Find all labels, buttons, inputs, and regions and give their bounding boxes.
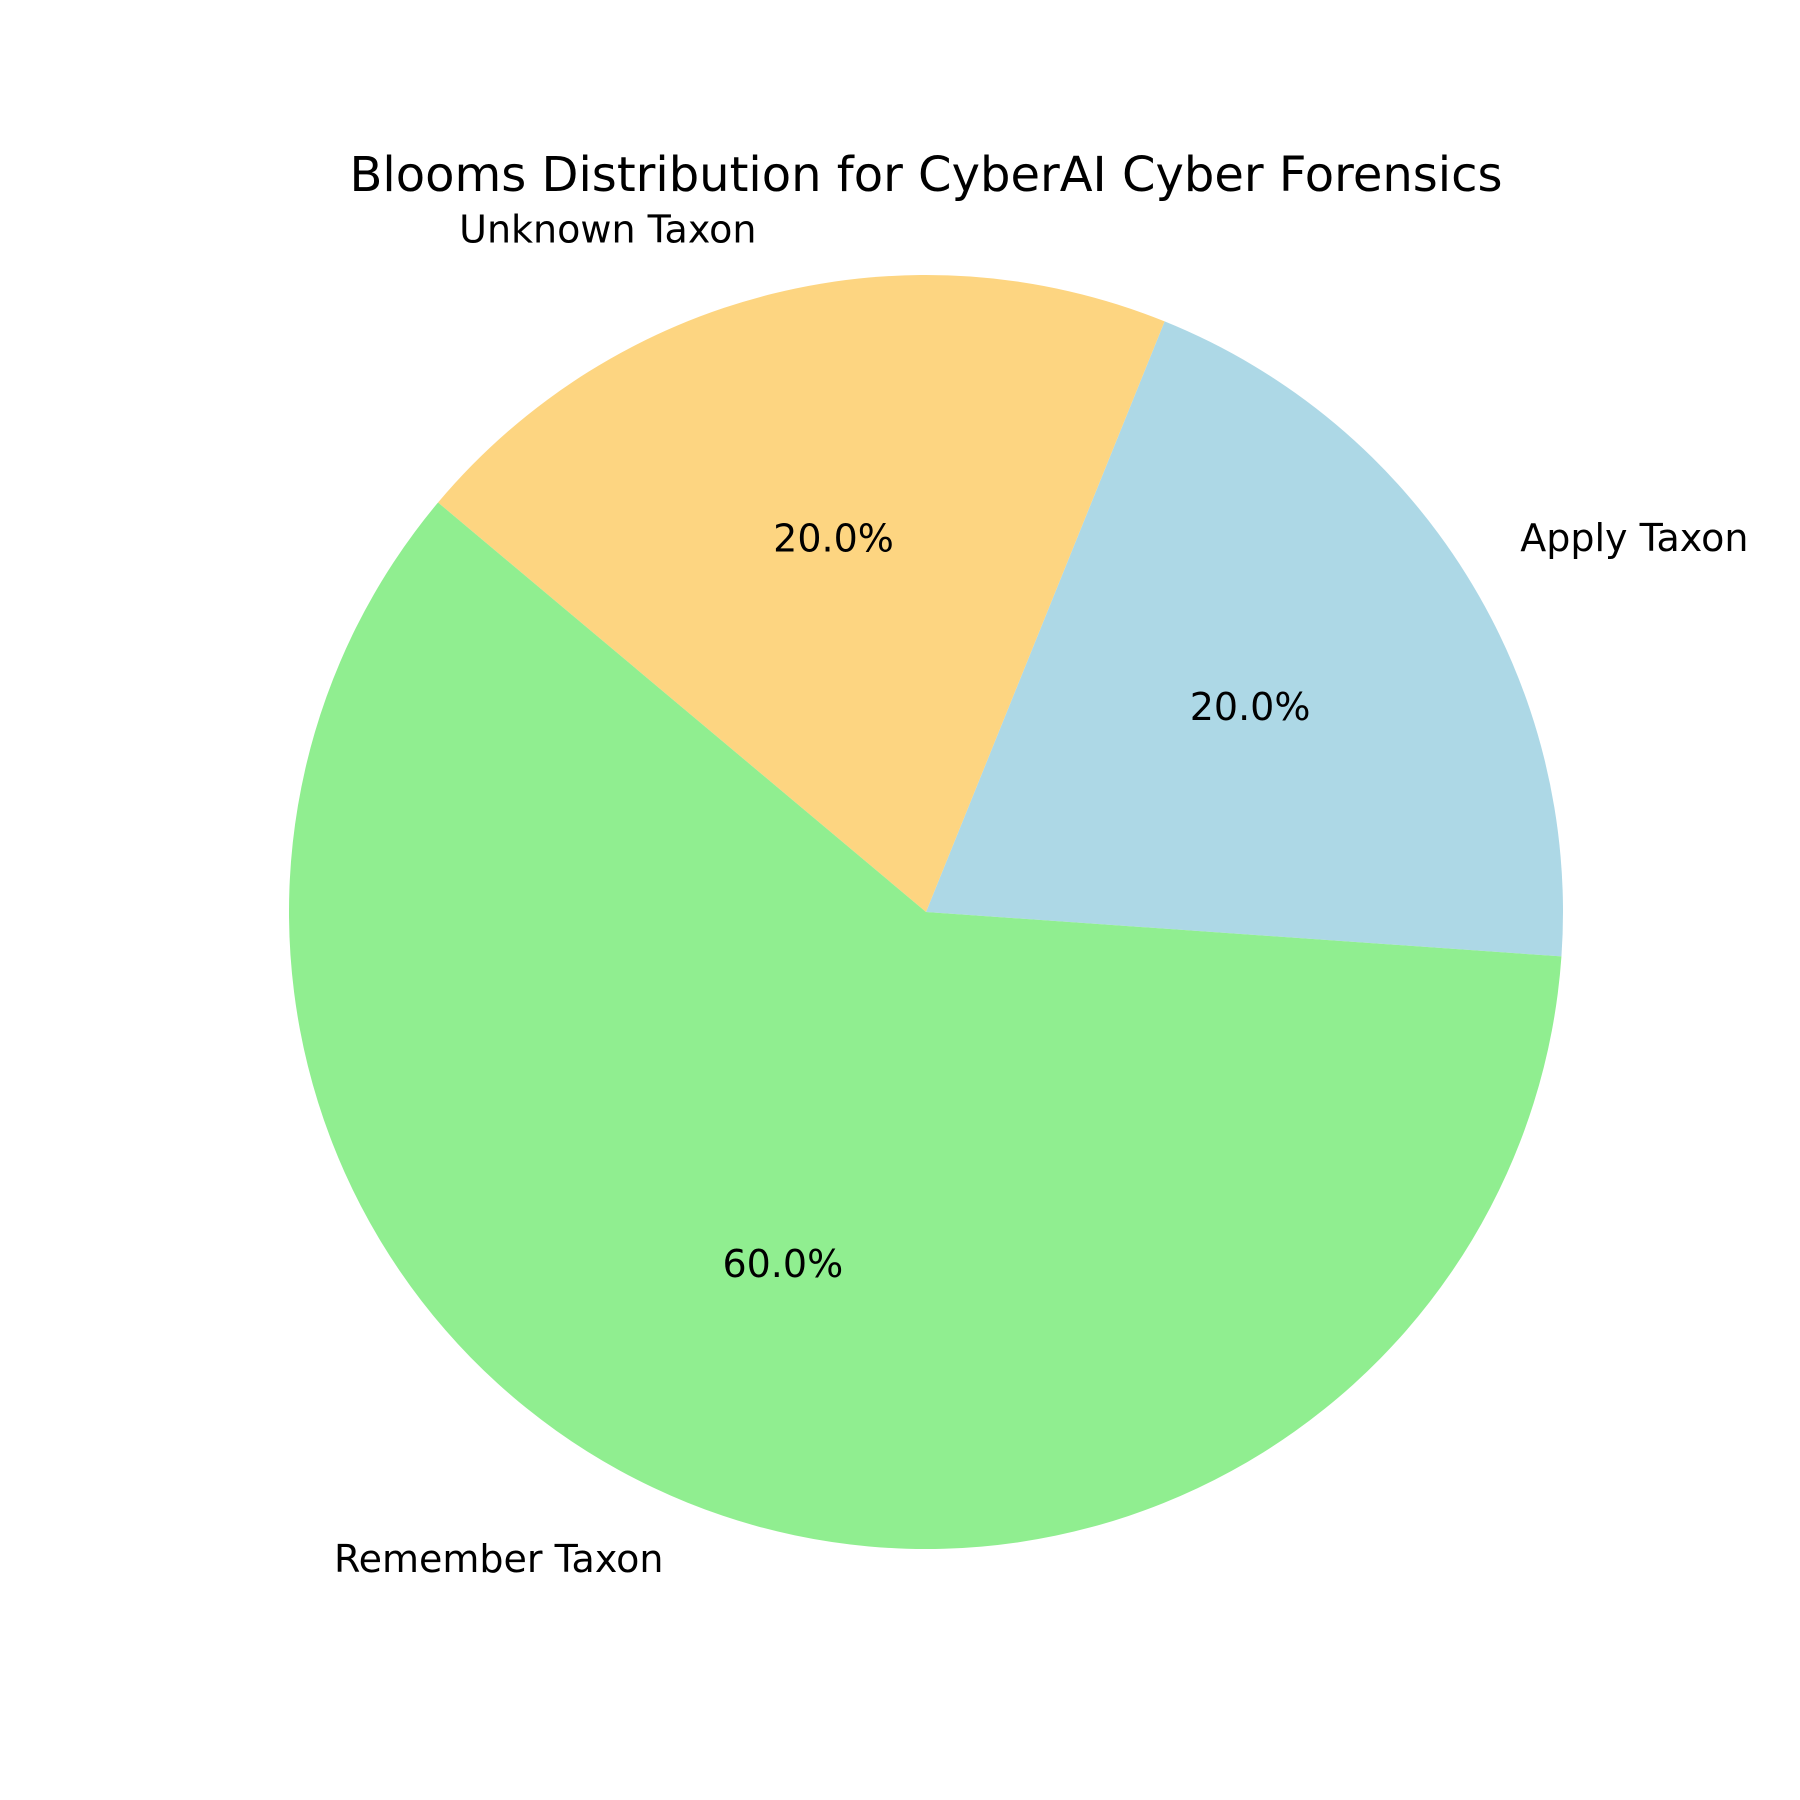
slice-label: Remember Taxon	[334, 1537, 664, 1581]
slice-label: Unknown Taxon	[459, 208, 756, 252]
pie-slice-remember-taxon	[289, 502, 1562, 1550]
chart-title: Blooms Distribution for CyberAI Cyber Fo…	[349, 147, 1502, 203]
pie-labels: Apply Taxon 20.0% Unknown Taxon 20.0% Rememb…	[334, 208, 1749, 1582]
slice-label: Apply Taxon	[1520, 516, 1748, 560]
pie-slice-unknown-taxon	[438, 274, 1165, 912]
pie-slices	[289, 274, 1563, 1550]
pie-slice-apply-taxon	[926, 321, 1563, 957]
slice-percent-label: 20.0%	[773, 517, 894, 561]
slice-percent-label: 20.0%	[1190, 685, 1311, 729]
slice-percent-label: 60.0%	[722, 1242, 843, 1286]
